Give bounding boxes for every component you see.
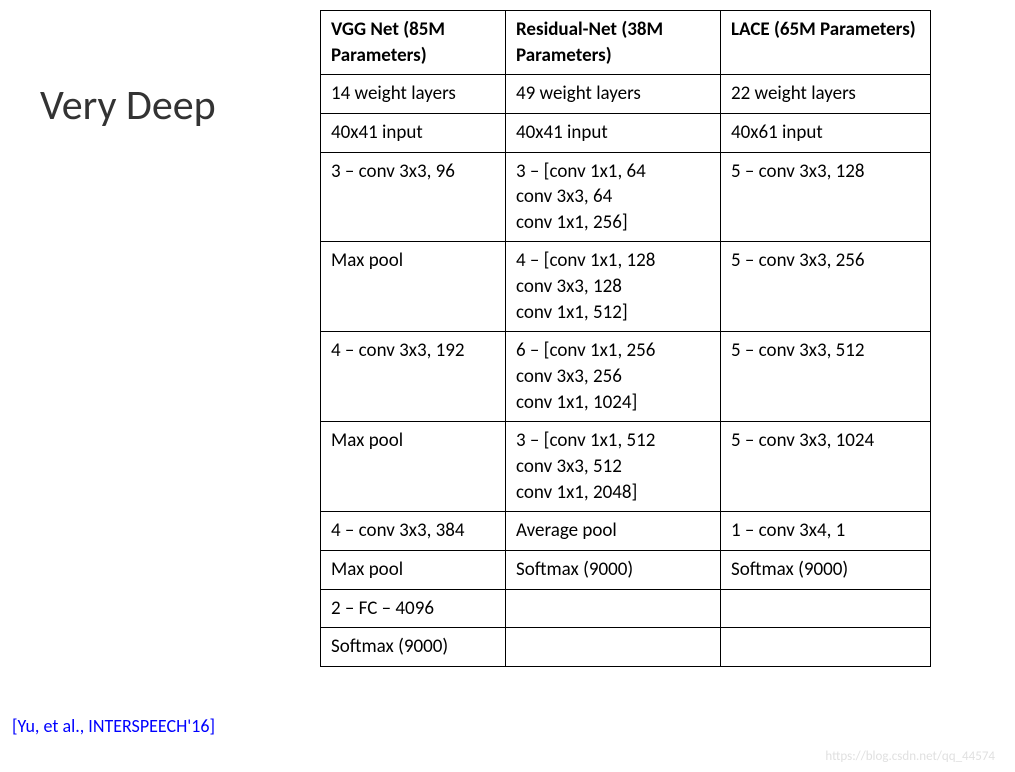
table-body: 14 weight layers 49 weight layers 22 wei… (321, 75, 931, 667)
header-lace: LACE (65M Parameters) (721, 11, 931, 75)
cell (721, 628, 931, 667)
cell: Max pool (321, 422, 506, 512)
table-row: Max pool Softmax (9000) Softmax (9000) (321, 550, 931, 589)
page-title: Very Deep (40, 80, 216, 131)
table-row: 14 weight layers 49 weight layers 22 wei… (321, 75, 931, 114)
header-vgg: VGG Net (85M Parameters) (321, 11, 506, 75)
table-row: 40x41 input 40x41 input 40x61 input (321, 113, 931, 152)
table-row: Softmax (9000) (321, 628, 931, 667)
cell: 4 – conv 3x3, 384 (321, 512, 506, 551)
citation-text: [Yu, et al., INTERSPEECH'16] (12, 715, 215, 737)
cell: Average pool (506, 512, 721, 551)
cell: Softmax (9000) (506, 550, 721, 589)
cell: 5 – conv 3x3, 128 (721, 152, 931, 242)
cell: 6 – [conv 1x1, 256 conv 3x3, 256 conv 1x… (506, 332, 721, 422)
cell: 2 – FC – 4096 (321, 589, 506, 628)
watermark-text: https://blog.csdn.net/qq_44574 (825, 749, 995, 764)
cell: 3 – [conv 1x1, 64 conv 3x3, 64 conv 1x1,… (506, 152, 721, 242)
cell: 4 – [conv 1x1, 128 conv 3x3, 128 conv 1x… (506, 242, 721, 332)
table-row: 4 – conv 3x3, 192 6 – [conv 1x1, 256 con… (321, 332, 931, 422)
cell: Max pool (321, 550, 506, 589)
cell (721, 589, 931, 628)
cell: Max pool (321, 242, 506, 332)
cell: 4 – conv 3x3, 192 (321, 332, 506, 422)
table-row: 4 – conv 3x3, 384 Average pool 1 – conv … (321, 512, 931, 551)
table-header-row: VGG Net (85M Parameters) Residual-Net (3… (321, 11, 931, 75)
cell (506, 628, 721, 667)
cell: Softmax (9000) (321, 628, 506, 667)
cell: Softmax (9000) (721, 550, 931, 589)
cell (506, 589, 721, 628)
cell: 5 – conv 3x3, 256 (721, 242, 931, 332)
cell: 49 weight layers (506, 75, 721, 114)
cell: 5 – conv 3x3, 512 (721, 332, 931, 422)
cell: 40x41 input (321, 113, 506, 152)
cell: 5 – conv 3x3, 1024 (721, 422, 931, 512)
table-row: Max pool 3 – [conv 1x1, 512 conv 3x3, 51… (321, 422, 931, 512)
cell: 22 weight layers (721, 75, 931, 114)
table-row: Max pool 4 – [conv 1x1, 128 conv 3x3, 12… (321, 242, 931, 332)
header-resnet: Residual-Net (38M Parameters) (506, 11, 721, 75)
table-row: 2 – FC – 4096 (321, 589, 931, 628)
cell: 14 weight layers (321, 75, 506, 114)
table-row: 3 – conv 3x3, 96 3 – [conv 1x1, 64 conv … (321, 152, 931, 242)
cell: 3 – [conv 1x1, 512 conv 3x3, 512 conv 1x… (506, 422, 721, 512)
cell: 40x61 input (721, 113, 931, 152)
cell: 3 – conv 3x3, 96 (321, 152, 506, 242)
architecture-table: VGG Net (85M Parameters) Residual-Net (3… (320, 10, 931, 667)
cell: 1 – conv 3x4, 1 (721, 512, 931, 551)
cell: 40x41 input (506, 113, 721, 152)
